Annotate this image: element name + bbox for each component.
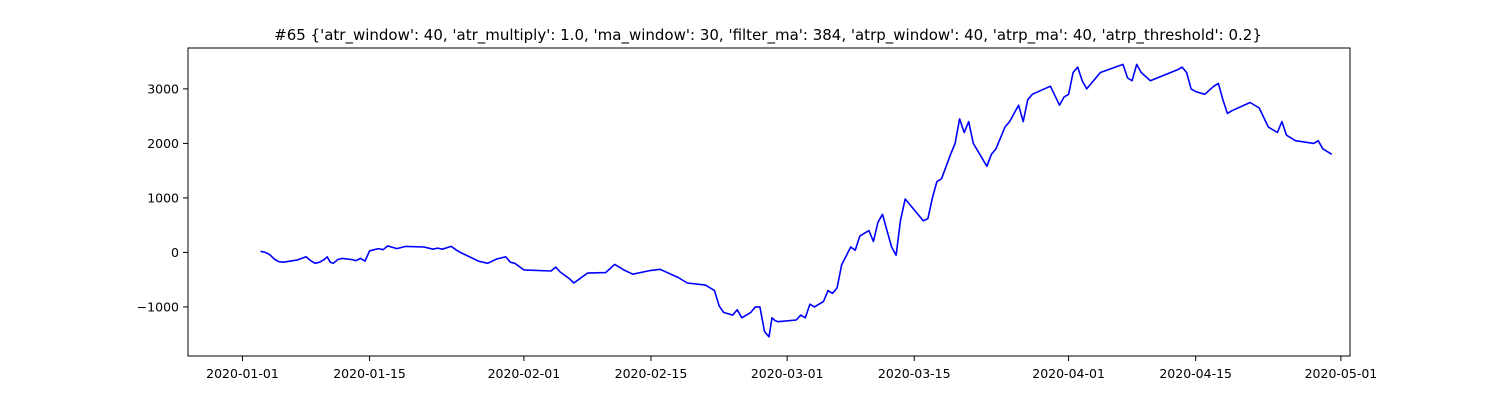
y-tick-label: 1000: [147, 190, 179, 205]
x-tick-label: 2020-03-15: [878, 366, 951, 381]
y-tick-label: 2000: [147, 136, 179, 151]
x-tick-label: 2020-03-01: [751, 366, 824, 381]
y-tick-label: 3000: [147, 81, 179, 96]
plot-frame: [187, 47, 1351, 357]
x-tick-label: 2020-04-15: [1159, 366, 1232, 381]
x-tick-label: 2020-02-15: [615, 366, 688, 381]
chart-title: #65 {'atr_window': 40, 'atr_multiply': 1…: [274, 26, 1262, 45]
x-tick-label: 2020-02-01: [488, 366, 561, 381]
x-tick-label: 2020-04-01: [1032, 366, 1105, 381]
plot-area: [260, 63, 1333, 338]
x-axis: 2020-01-01 2020-01-15 2020-02-01 2020-02-15…: [206, 356, 1377, 381]
y-tick-label: −1000: [137, 299, 179, 314]
series-line: [260, 63, 1333, 338]
y-axis: −1000 0 1000 2000 3000: [137, 81, 188, 314]
x-tick-label: 2020-01-01: [206, 366, 279, 381]
x-tick-label: 2020-05-01: [1305, 366, 1378, 381]
x-tick-label: 2020-01-15: [333, 366, 406, 381]
y-tick-label: 0: [171, 245, 179, 260]
